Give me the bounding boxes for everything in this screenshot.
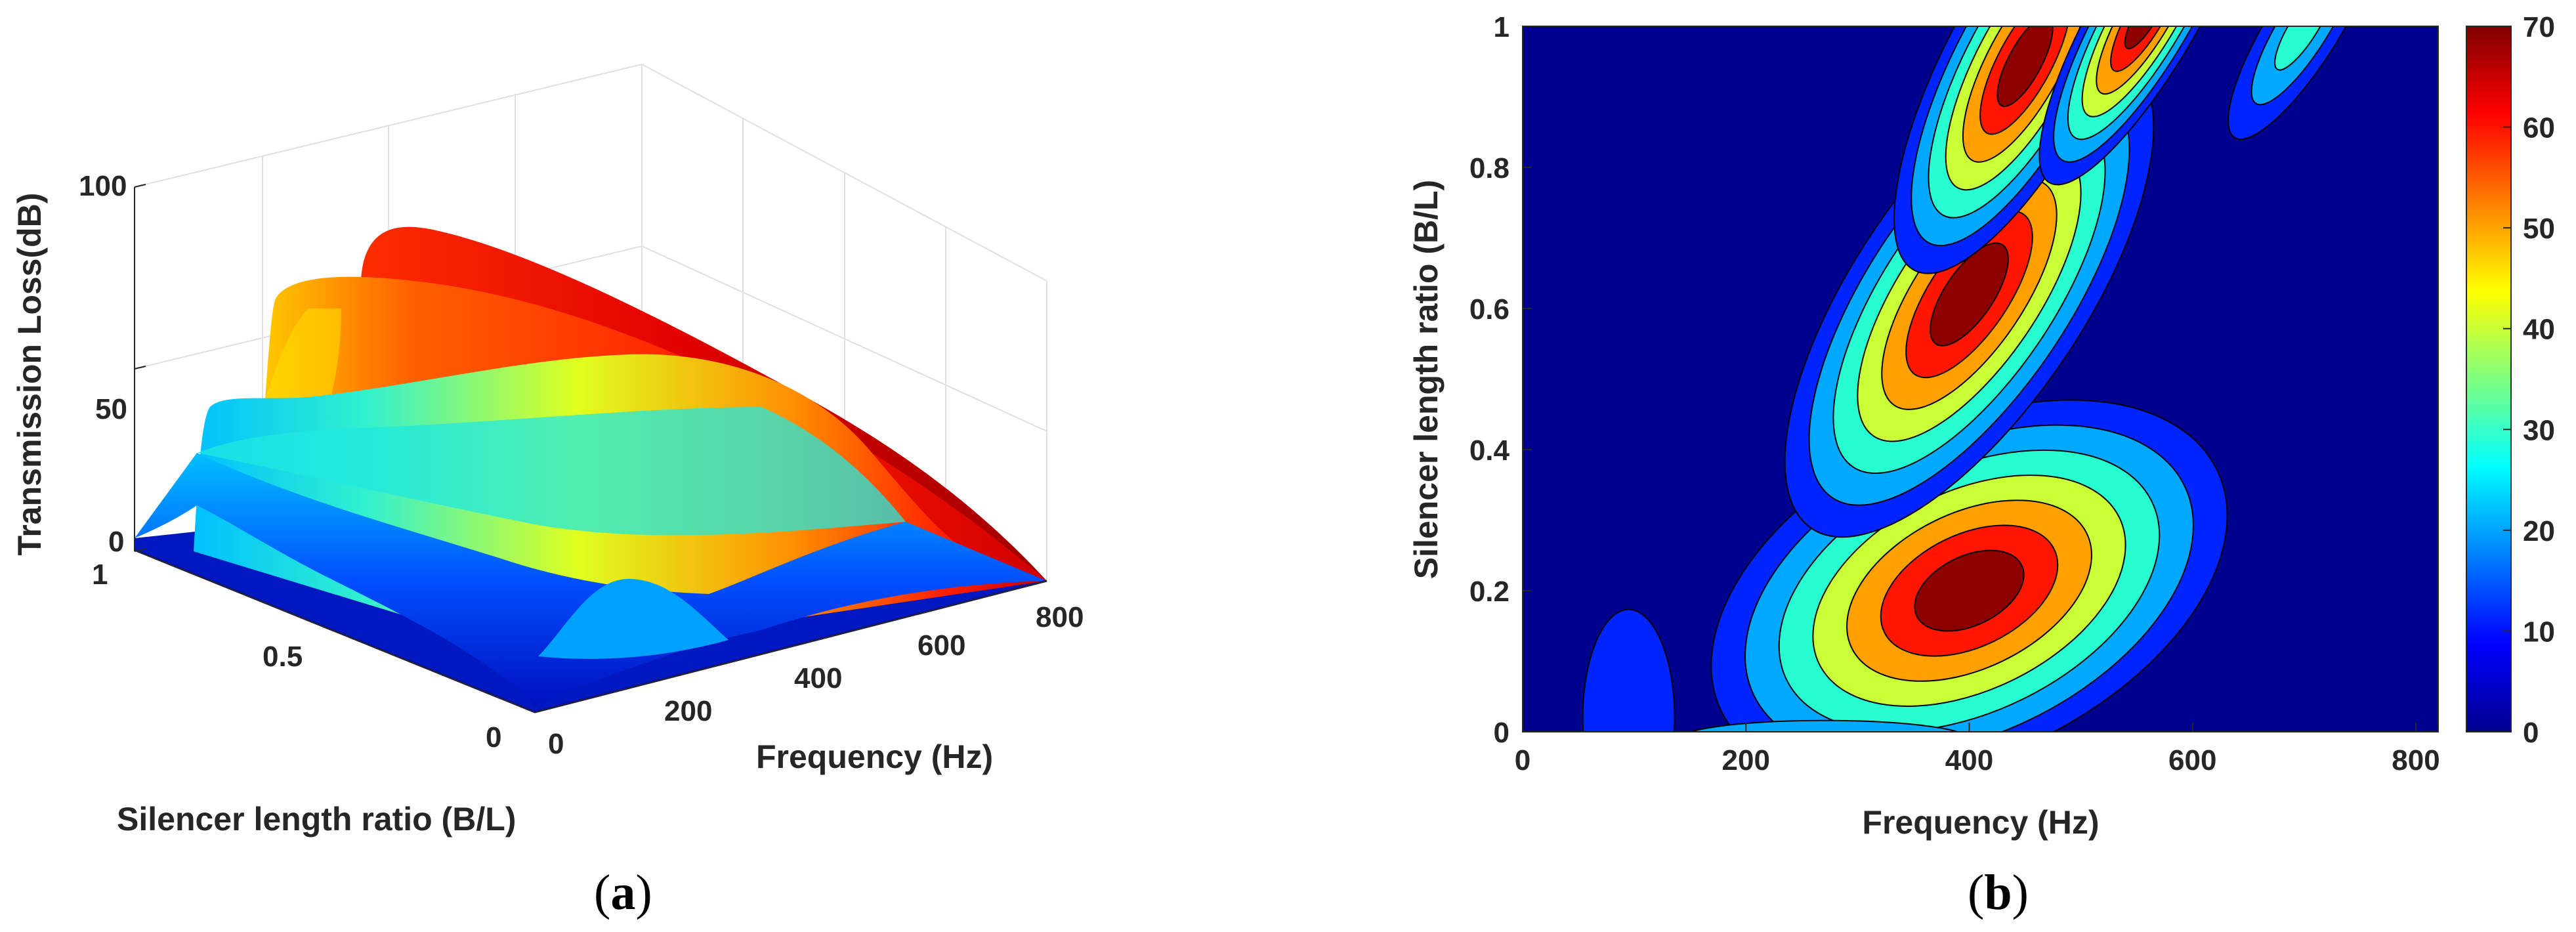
z-tick-label: 100 (79, 170, 127, 202)
surface-front-face (135, 453, 1047, 706)
panel-b-caption: (b) (1968, 865, 2029, 920)
colorbar-tick-label: 20 (2523, 515, 2555, 547)
colorbar-tick-label: 10 (2523, 616, 2555, 648)
contour-y-tick-label: 0.6 (1469, 293, 1510, 326)
colorbar-tick-label: 50 (2523, 213, 2555, 245)
colorbar-ticks: 0 10 20 30 40 50 60 70 (2503, 11, 2555, 749)
y-tick-label: 0.5 (263, 641, 303, 673)
x-tick-label: 600 (918, 629, 965, 662)
contour-y-tick-label: 0 (1494, 717, 1510, 749)
contour-axes-frame (1522, 26, 2439, 732)
contour-ridge-1-level-70 (1914, 549, 2025, 632)
y-tick-label: 0 (486, 721, 501, 753)
contour-x-tick-label: 0 (1515, 744, 1531, 776)
contour-x-tick-label: 400 (1945, 744, 1993, 776)
colorbar-tick-label: 40 (2523, 314, 2555, 346)
contour-y-axis-label: Silencer length ratio (B/L) (1408, 180, 1445, 579)
z-tick-label: 0 (108, 526, 124, 558)
x-tick-label: 800 (1036, 601, 1084, 633)
colorbar-tick-label: 30 (2523, 414, 2555, 446)
contour-ridge-5-level-30 (2274, 26, 2334, 71)
contour-x-tick-label: 200 (1722, 744, 1770, 776)
colorbar-tick-label: 0 (2523, 717, 2539, 749)
contour-axes: 0 200 400 600 800 0 0.2 0.4 0.6 0.8 1 (1469, 11, 2440, 776)
contour-fill-layer (1523, 26, 2438, 732)
contour-ridge-2-level-70 (1930, 242, 2009, 347)
x-tick-label: 0 (548, 728, 564, 760)
panel-a-letter: a (610, 865, 635, 920)
contour-ridge-4-level-70 (2124, 26, 2172, 50)
panel-a-caption: (a) (594, 865, 652, 920)
z-tick-label: 50 (95, 393, 127, 425)
contour-y-tick-label: 0.4 (1469, 434, 1510, 467)
contour-y-tick-label: 1 (1494, 11, 1510, 43)
contour-lobe-ratio-zero (1688, 719, 1960, 732)
x-axis-3d: 0 200 400 600 800 Frequency (Hz) (534, 580, 1084, 775)
x-tick-label: 200 (664, 695, 712, 727)
surface-front-band (197, 407, 906, 536)
y-axis-label: Silencer length ratio (B/L) (117, 801, 516, 837)
y-axis-3d: 1 0.5 0 Silencer length ratio (B/L) (92, 549, 536, 837)
contour-y-tick-label: 0.8 (1469, 152, 1510, 184)
contour-x-axis-label: Frequency (Hz) (1862, 804, 2099, 841)
contour-lobe-low-frequency (1582, 608, 1676, 732)
contour-ridge-3-level-70 (1996, 26, 2054, 108)
surface-small-hump (538, 578, 728, 659)
colorbar-tick-label: 60 (2523, 112, 2555, 144)
contour-y-tick-label: 0.2 (1469, 576, 1510, 608)
colorbar (2466, 26, 2512, 732)
contour-x-tick-label: 800 (2392, 744, 2439, 776)
z-axis: 100 50 0 Transmission Loss(dB) (11, 170, 146, 558)
x-tick-label: 400 (794, 662, 842, 694)
surface-plot-panel-a: 100 50 0 Transmission Loss(dB) 1 0.5 0 S… (11, 64, 1084, 920)
y-tick-label: 1 (92, 559, 108, 591)
colorbar-tick-label: 70 (2523, 11, 2555, 43)
panel-b-letter: b (1984, 865, 2012, 920)
x-axis-label: Frequency (Hz) (756, 738, 993, 775)
z-axis-label: Transmission Loss(dB) (11, 193, 48, 556)
contour-x-tick-label: 600 (2168, 744, 2216, 776)
